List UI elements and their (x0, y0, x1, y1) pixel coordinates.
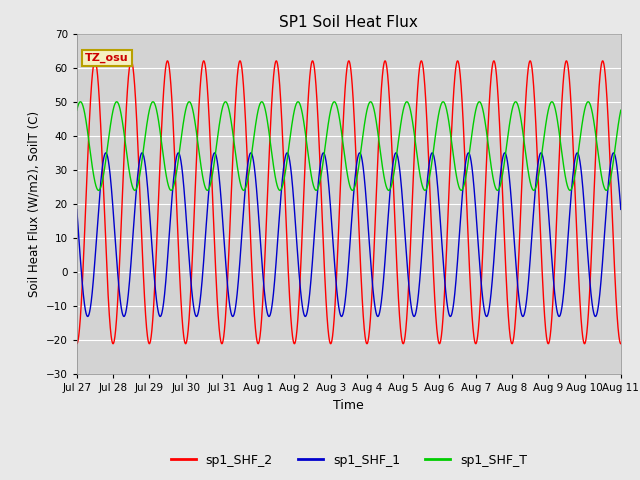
Text: TZ_osu: TZ_osu (85, 53, 129, 63)
Y-axis label: Soil Heat Flux (W/m2), SoilT (C): Soil Heat Flux (W/m2), SoilT (C) (28, 111, 40, 297)
Legend: sp1_SHF_2, sp1_SHF_1, sp1_SHF_T: sp1_SHF_2, sp1_SHF_1, sp1_SHF_T (166, 449, 532, 472)
X-axis label: Time: Time (333, 399, 364, 412)
Title: SP1 Soil Heat Flux: SP1 Soil Heat Flux (280, 15, 418, 30)
